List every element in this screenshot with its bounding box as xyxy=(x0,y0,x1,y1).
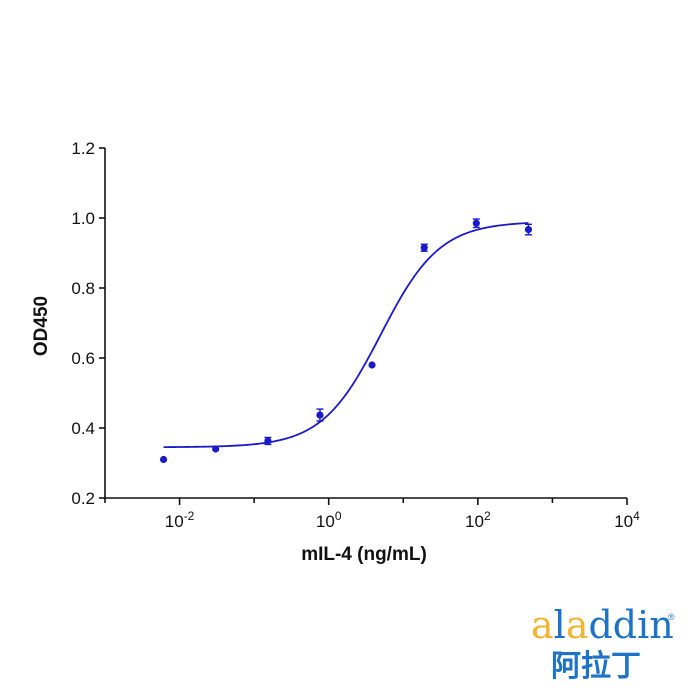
fit-curve xyxy=(163,222,529,449)
x-tick-label: 100 xyxy=(316,509,342,531)
y-axis-title: OD450 xyxy=(31,296,52,356)
data-point xyxy=(316,411,324,419)
x-tick-label: 104 xyxy=(614,509,640,531)
x-tick-label: 102 xyxy=(465,509,491,531)
y-tick-label: 0.6 xyxy=(71,349,95,368)
data-point xyxy=(264,437,272,445)
x-tick-label: 10-2 xyxy=(165,509,195,531)
data-point xyxy=(368,361,376,369)
data-point xyxy=(159,455,168,464)
brand-logo: aladdin ® 阿拉丁 xyxy=(531,603,675,684)
axes: 0.2 0.4 0.6 0.8 1.0 1.2 10-2 100 102 104 xyxy=(71,139,640,531)
logo-registered-mark: ® xyxy=(668,612,675,622)
y-tick-label: 0.4 xyxy=(71,419,95,438)
y-tick-label: 0.8 xyxy=(71,279,95,298)
logo-brand-text: aladdin xyxy=(531,603,674,647)
x-axis-title: mIL-4 (ng/mL) xyxy=(301,544,427,565)
data-point xyxy=(420,244,428,252)
y-tick-label: 0.2 xyxy=(71,489,95,508)
logo-cjk-text: 阿拉丁 xyxy=(551,649,641,684)
plot-area xyxy=(159,218,533,464)
y-tick-label: 1.0 xyxy=(71,209,95,228)
data-point xyxy=(472,219,480,227)
data-point xyxy=(524,225,533,234)
data-point xyxy=(212,445,220,453)
y-tick-label: 1.2 xyxy=(71,139,95,158)
